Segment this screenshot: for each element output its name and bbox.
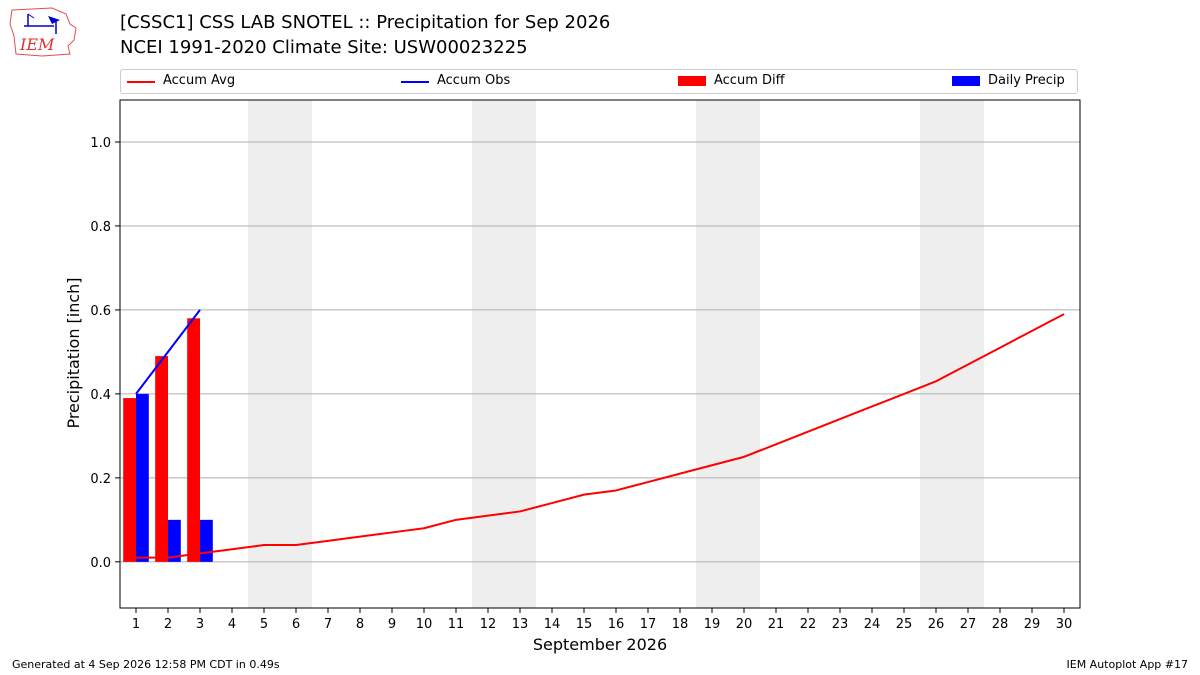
daily-precip-bar-3 <box>200 519 213 562</box>
y-tick-label-3: 0.6 <box>90 304 111 319</box>
x-tick-label-23: 23 <box>832 617 849 632</box>
legend-swatch-accum-diff <box>678 76 706 86</box>
y-tick-label-0: 0.0 <box>90 556 111 571</box>
chart-subtitle: NCEI 1991-2020 Climate Site: USW00023225 <box>120 37 528 58</box>
daily-precip-bar-1 <box>136 393 149 562</box>
x-tick-label-30: 30 <box>1056 617 1073 632</box>
weekend-shade-3 <box>920 100 984 608</box>
daily-precip-bar-2 <box>168 519 181 562</box>
x-tick-label-2: 2 <box>164 617 172 632</box>
y-tick-label-1: 0.2 <box>90 472 111 487</box>
y-axis-label: Precipitation [inch] <box>64 277 83 428</box>
x-tick-label-29: 29 <box>1024 617 1041 632</box>
x-tick-label-5: 5 <box>260 617 268 632</box>
x-tick-label-1: 1 <box>132 617 140 632</box>
x-tick-label-13: 13 <box>512 617 529 632</box>
legend-label-accum-obs: Accum Obs <box>437 73 511 88</box>
x-tick-label-22: 22 <box>800 617 817 632</box>
x-tick-label-3: 3 <box>196 617 204 632</box>
x-tick-label-20: 20 <box>736 617 753 632</box>
weekend-shade-1 <box>472 100 536 608</box>
x-tick-label-8: 8 <box>356 617 364 632</box>
legend-swatch-accum-avg <box>127 81 155 83</box>
x-tick-label-10: 10 <box>416 617 433 632</box>
x-tick-label-16: 16 <box>608 617 625 632</box>
accum-diff-bar-1 <box>123 398 136 562</box>
x-axis-label: September 2026 <box>533 635 667 654</box>
x-tick-label-14: 14 <box>544 617 561 632</box>
x-tick-label-4: 4 <box>228 617 236 632</box>
accum-avg-line <box>136 313 1065 559</box>
legend-label-daily-precip: Daily Precip <box>988 73 1065 88</box>
x-tick-label-24: 24 <box>864 617 881 632</box>
legend-label-accum-diff: Accum Diff <box>714 73 785 88</box>
plot-frame <box>119 99 1081 609</box>
weekend-shade-0 <box>248 100 312 608</box>
y-tick-label-2: 0.4 <box>90 388 111 403</box>
x-tick-label-27: 27 <box>960 617 977 632</box>
accum-diff-bar-3 <box>187 318 200 562</box>
x-tick-label-6: 6 <box>292 617 300 632</box>
legend-swatch-daily-precip <box>952 76 980 86</box>
legend: Accum Avg Accum Obs Accum Diff Daily Pre… <box>120 69 1078 94</box>
accum-obs-line <box>135 309 201 395</box>
y-tick-label-5: 1.0 <box>90 136 111 151</box>
weekend-shade-2 <box>696 100 760 608</box>
x-tick-label-11: 11 <box>448 617 465 632</box>
x-tick-label-12: 12 <box>480 617 497 632</box>
generated-timestamp: Generated at 4 Sep 2026 12:58 PM CDT in … <box>12 658 280 671</box>
accum-diff-bar-2 <box>155 356 168 562</box>
legend-label-accum-avg: Accum Avg <box>163 73 236 88</box>
x-tick-label-21: 21 <box>768 617 785 632</box>
x-tick-label-9: 9 <box>388 617 396 632</box>
y-tick-label-4: 0.8 <box>90 220 111 235</box>
x-tick-label-7: 7 <box>324 617 332 632</box>
x-tick-label-25: 25 <box>896 617 913 632</box>
x-tick-label-15: 15 <box>576 617 593 632</box>
x-tick-label-18: 18 <box>672 617 689 632</box>
app-id: IEM Autoplot App #17 <box>1066 658 1189 671</box>
logo-text: IEM <box>19 35 55 54</box>
x-tick-label-26: 26 <box>928 617 945 632</box>
x-tick-label-17: 17 <box>640 617 657 632</box>
iem-logo: IEM <box>9 7 77 57</box>
legend-swatch-accum-obs <box>401 81 429 83</box>
chart-title: [CSSC1] CSS LAB SNOTEL :: Precipitation … <box>120 12 611 33</box>
x-tick-label-28: 28 <box>992 617 1009 632</box>
x-tick-label-19: 19 <box>704 617 721 632</box>
